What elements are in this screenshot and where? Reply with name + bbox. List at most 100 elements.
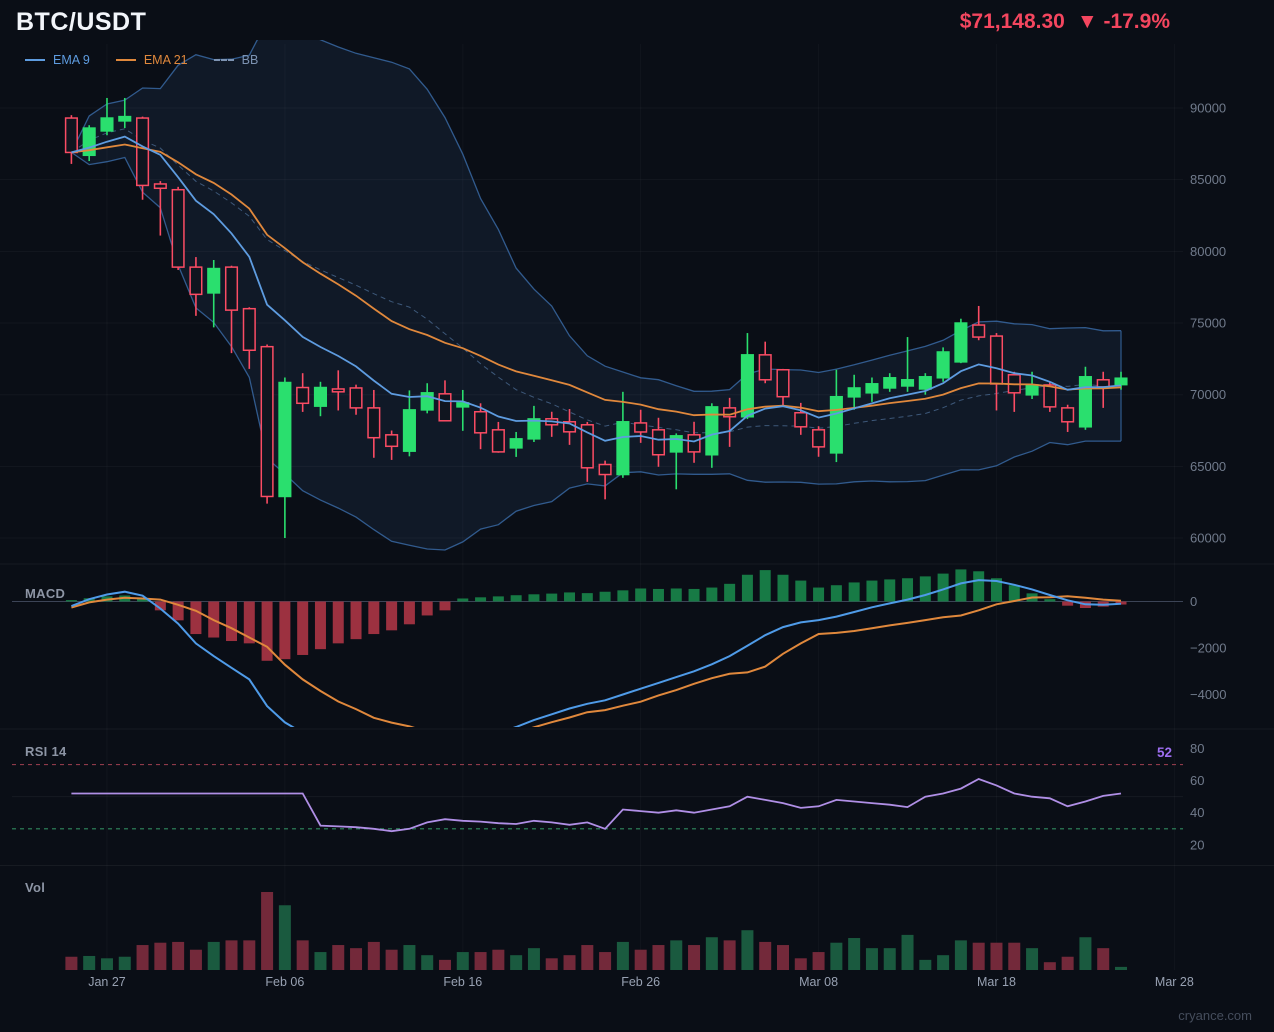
volume-bar[interactable]	[314, 952, 327, 970]
volume-bar[interactable]	[172, 941, 185, 970]
volume-bar[interactable]	[332, 945, 345, 970]
candle[interactable]	[669, 433, 683, 490]
candle[interactable]	[296, 373, 310, 412]
candle[interactable]	[242, 307, 256, 369]
volume-bar[interactable]	[865, 948, 878, 970]
candle[interactable]	[651, 417, 666, 467]
volume-bar[interactable]	[1115, 966, 1128, 970]
volume-bar[interactable]	[1008, 942, 1021, 970]
candle[interactable]	[634, 409, 648, 443]
volume-bar[interactable]	[367, 941, 380, 970]
candle[interactable]	[153, 181, 167, 236]
volume-bar[interactable]	[670, 940, 683, 970]
candle[interactable]	[278, 377, 292, 539]
candle[interactable]	[474, 403, 488, 450]
candle[interactable]	[1061, 404, 1075, 432]
candle[interactable]	[385, 430, 399, 460]
candle[interactable]	[402, 390, 416, 457]
candle[interactable]	[420, 383, 434, 414]
candle[interactable]	[1078, 366, 1092, 430]
volume-bar[interactable]	[492, 949, 505, 970]
volume-bar[interactable]	[225, 940, 238, 970]
volume-bar[interactable]	[403, 945, 416, 970]
candle[interactable]	[740, 333, 754, 420]
candle[interactable]	[829, 369, 843, 463]
volume-bar[interactable]	[136, 945, 149, 970]
volume-bar[interactable]	[759, 941, 772, 970]
volume-bar[interactable]	[777, 945, 789, 970]
volume-bar[interactable]	[830, 942, 843, 970]
candle[interactable]	[82, 125, 96, 162]
volume-bar[interactable]	[527, 948, 540, 970]
volume-bar[interactable]	[350, 948, 363, 970]
volume-bar[interactable]	[100, 958, 113, 970]
volume-bar[interactable]	[474, 952, 487, 970]
volume-bar[interactable]	[794, 958, 807, 970]
candle[interactable]	[136, 116, 150, 200]
candle[interactable]	[118, 97, 132, 129]
volume-bar[interactable]	[581, 945, 594, 970]
candle[interactable]	[936, 347, 950, 382]
volume-bar[interactable]	[243, 940, 256, 970]
volume-bar[interactable]	[563, 955, 576, 970]
volume-bar[interactable]	[812, 952, 825, 970]
volume-bar[interactable]	[901, 934, 914, 970]
legend-item-bb[interactable]: BB	[213, 53, 258, 67]
volume-bar[interactable]	[990, 942, 1003, 970]
candle[interactable]	[456, 389, 470, 431]
candle[interactable]	[598, 460, 612, 500]
candle[interactable]	[64, 115, 78, 164]
volume-bar[interactable]	[848, 938, 861, 970]
volume-bar[interactable]	[741, 930, 754, 970]
volume-bar[interactable]	[456, 952, 469, 970]
volume-bar[interactable]	[883, 948, 896, 970]
candle[interactable]	[491, 421, 505, 453]
candle[interactable]	[224, 265, 239, 354]
volume-bar[interactable]	[616, 941, 629, 970]
volume-bar[interactable]	[688, 945, 701, 970]
candle[interactable]	[331, 370, 345, 411]
candle[interactable]	[527, 405, 541, 442]
candle[interactable]	[171, 186, 185, 270]
candle[interactable]	[1114, 371, 1128, 390]
volume-bar[interactable]	[385, 949, 398, 970]
legend-item-ema21[interactable]: EMA 21	[115, 53, 188, 67]
candle[interactable]	[616, 391, 630, 478]
volume-bar[interactable]	[1043, 962, 1056, 970]
candle[interactable]	[883, 373, 897, 392]
volume-bar[interactable]	[510, 955, 523, 970]
candle[interactable]	[900, 337, 915, 392]
candle[interactable]	[865, 377, 879, 402]
candle[interactable]	[367, 389, 381, 458]
volume-bar[interactable]	[1061, 956, 1074, 970]
volume-bar[interactable]	[705, 937, 718, 970]
volume-bar[interactable]	[65, 956, 78, 970]
volume-bar[interactable]	[118, 956, 131, 970]
volume-bar[interactable]	[438, 959, 451, 970]
legend-item-ema9[interactable]: EMA 9	[25, 53, 90, 67]
volume-bar[interactable]	[189, 949, 202, 970]
volume-bar[interactable]	[1079, 937, 1092, 970]
candle[interactable]	[972, 305, 986, 341]
candle[interactable]	[758, 341, 772, 384]
volume-bar[interactable]	[421, 955, 434, 970]
volume-bar[interactable]	[937, 955, 950, 970]
candle[interactable]	[812, 426, 826, 457]
candle[interactable]	[207, 259, 221, 328]
volume-bar[interactable]	[261, 892, 274, 970]
volume-bar[interactable]	[1097, 948, 1110, 970]
volume-bar[interactable]	[954, 940, 967, 970]
volume-bar[interactable]	[207, 941, 220, 970]
candle[interactable]	[313, 381, 328, 417]
volume-bar[interactable]	[278, 905, 291, 970]
candle[interactable]	[189, 257, 203, 316]
candle[interactable]	[100, 97, 114, 136]
candle[interactable]	[260, 344, 274, 504]
volume-bar[interactable]	[83, 955, 96, 970]
volume-bar[interactable]	[599, 952, 612, 970]
volume-bar[interactable]	[972, 942, 985, 970]
volume-bar[interactable]	[919, 959, 932, 970]
candle[interactable]	[509, 431, 523, 457]
volume-bar[interactable]	[634, 949, 647, 970]
volume-bar[interactable]	[723, 940, 736, 970]
